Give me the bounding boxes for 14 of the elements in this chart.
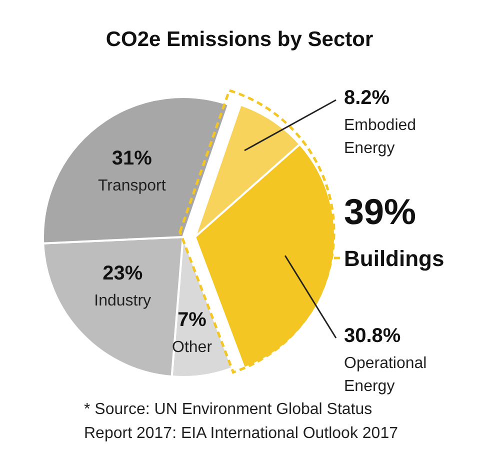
slice-label: Operational Energy [344, 355, 427, 395]
data-label: 23% [102, 262, 143, 284]
text: 39% [344, 191, 416, 232]
slice-label: Transport [98, 177, 166, 194]
data-label: 8.2% [344, 87, 390, 109]
chart-title: CO2e Emissions by Sector [104, 28, 374, 52]
slice-label: Embodied Energy [344, 117, 416, 157]
slice-label: Industry [94, 292, 152, 310]
slice-label: Other [172, 338, 213, 356]
data-label: 30.8% [344, 325, 401, 347]
text: * Source: UN Environment Global Status Report 2017: EIA International Outlook 2017 [84, 400, 399, 444]
data-label: 31% [112, 147, 152, 170]
text: Buildings [344, 246, 444, 271]
data-label: 7% [178, 308, 207, 331]
